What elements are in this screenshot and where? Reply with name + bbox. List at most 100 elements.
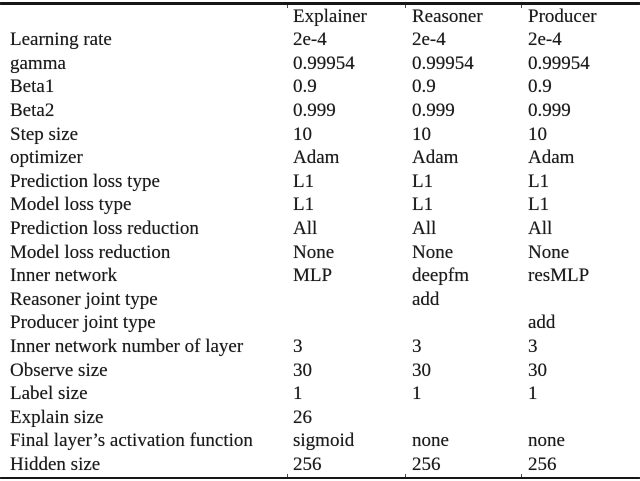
cell-value: 30 xyxy=(412,359,431,381)
row-label: Producer joint type xyxy=(10,312,156,334)
cell-value: sigmoid xyxy=(293,430,355,452)
cell-value: Adam xyxy=(412,147,459,169)
cell-value xyxy=(518,288,640,312)
cell-value: 0.999 xyxy=(412,99,455,121)
column-header-producer: Producer xyxy=(528,5,597,27)
cell-value: 10 xyxy=(412,123,431,145)
table-row: Prediction loss type L1 L1 L1 xyxy=(0,170,640,194)
table-row: Prediction loss reduction All All All xyxy=(0,217,640,241)
cell-value: 0.99954 xyxy=(293,52,355,74)
row-label: Model loss type xyxy=(10,194,132,216)
cell-value: 1 xyxy=(528,383,538,405)
row-label: Beta2 xyxy=(10,99,55,121)
cell-value: All xyxy=(293,217,318,239)
cell-value: add xyxy=(412,288,440,310)
table-row: Hidden size 256 256 256 xyxy=(0,453,640,477)
row-label: Model loss reduction xyxy=(10,241,171,263)
table-row: Producer joint type add xyxy=(0,311,640,335)
cell-value: 2e-4 xyxy=(412,29,446,51)
table-row: Reasoner joint type add xyxy=(0,288,640,312)
cell-value: 0.9 xyxy=(412,76,436,98)
table-row: Beta1 0.9 0.9 0.9 xyxy=(0,75,640,99)
row-label: Final layer’s activation function xyxy=(10,430,253,452)
cell-value: 0.999 xyxy=(528,99,571,121)
row-label: Beta1 xyxy=(10,76,55,98)
header-spacer xyxy=(0,5,283,29)
cell-value: L1 xyxy=(293,170,315,192)
table-row: gamma 0.99954 0.99954 0.99954 xyxy=(0,52,640,76)
row-label: Inner network xyxy=(10,265,118,287)
table-header-row: Explainer Reasoner Producer xyxy=(0,5,640,29)
cell-value: L1 xyxy=(528,170,550,192)
column-divider-tick xyxy=(405,473,407,477)
cell-value: All xyxy=(412,217,437,239)
row-label: Observe size xyxy=(10,359,108,381)
row-label: Explain size xyxy=(10,406,104,428)
table-row: optimizer Adam Adam Adam xyxy=(0,146,640,170)
column-divider-tick xyxy=(521,473,523,477)
cell-value: All xyxy=(528,217,553,239)
table-row: Beta2 0.999 0.999 0.999 xyxy=(0,99,640,123)
cell-value xyxy=(518,406,640,430)
column-header-reasoner: Reasoner xyxy=(412,5,483,27)
row-label: Prediction loss reduction xyxy=(10,217,199,239)
cell-value: L1 xyxy=(412,194,434,216)
row-label: Inner network number of layer xyxy=(10,335,244,357)
row-label: Step size xyxy=(10,123,79,145)
cell-value: Adam xyxy=(528,147,575,169)
cell-value: 3 xyxy=(528,335,538,357)
column-divider-tick xyxy=(287,4,289,8)
cell-value: None xyxy=(412,241,454,263)
hyperparameter-table: Explainer Reasoner Producer Learning rat… xyxy=(0,5,640,477)
table-row: Final layer’s activation function sigmoi… xyxy=(0,429,640,453)
cell-value: L1 xyxy=(528,194,550,216)
cell-value: 10 xyxy=(293,123,312,145)
row-label: Reasoner joint type xyxy=(10,288,158,310)
row-label: Learning rate xyxy=(10,29,112,51)
cell-value: 0.9 xyxy=(528,76,552,98)
cell-value: none xyxy=(412,430,449,452)
cell-value: resMLP xyxy=(528,265,590,287)
cell-value: 0.99954 xyxy=(528,52,590,74)
cell-value: 3 xyxy=(412,335,422,357)
column-divider-tick xyxy=(287,473,289,477)
cell-value: 1 xyxy=(412,383,422,405)
cell-value: 2e-4 xyxy=(293,29,327,51)
cell-value: none xyxy=(528,430,565,452)
table-row: Label size 1 1 1 xyxy=(0,382,640,406)
cell-value: 0.999 xyxy=(293,99,336,121)
cell-value: 256 xyxy=(528,453,557,475)
cell-value xyxy=(402,311,518,335)
table-row: Explain size 26 xyxy=(0,406,640,430)
row-label: Hidden size xyxy=(10,453,101,475)
column-header-explainer: Explainer xyxy=(293,5,367,27)
cell-value: 256 xyxy=(412,453,441,475)
table-row: Step size 10 10 10 xyxy=(0,123,640,147)
row-label: Label size xyxy=(10,383,88,405)
row-label: gamma xyxy=(10,52,66,74)
cell-value: 26 xyxy=(293,406,312,428)
column-divider-tick xyxy=(521,4,523,8)
cell-value: None xyxy=(528,241,570,263)
cell-value: 0.99954 xyxy=(412,52,474,74)
cell-value: L1 xyxy=(293,194,315,216)
row-label: optimizer xyxy=(10,147,83,169)
cell-value xyxy=(283,311,402,335)
cell-value: 0.9 xyxy=(293,76,317,98)
cell-value xyxy=(283,288,402,312)
table-row: Model loss reduction None None None xyxy=(0,241,640,265)
row-label: Prediction loss type xyxy=(10,170,160,192)
cell-value xyxy=(402,406,518,430)
cell-value: None xyxy=(293,241,335,263)
cell-value: 30 xyxy=(293,359,312,381)
cell-value: 256 xyxy=(293,453,322,475)
cell-value: add xyxy=(528,312,556,334)
table-row: Learning rate 2e-4 2e-4 2e-4 xyxy=(0,28,640,52)
cell-value: Adam xyxy=(293,147,340,169)
cell-value: 1 xyxy=(293,383,303,405)
table-row: Observe size 30 30 30 xyxy=(0,359,640,383)
cell-value: 10 xyxy=(528,123,547,145)
cell-value: MLP xyxy=(293,265,333,287)
table-row: Inner network number of layer 3 3 3 xyxy=(0,335,640,359)
